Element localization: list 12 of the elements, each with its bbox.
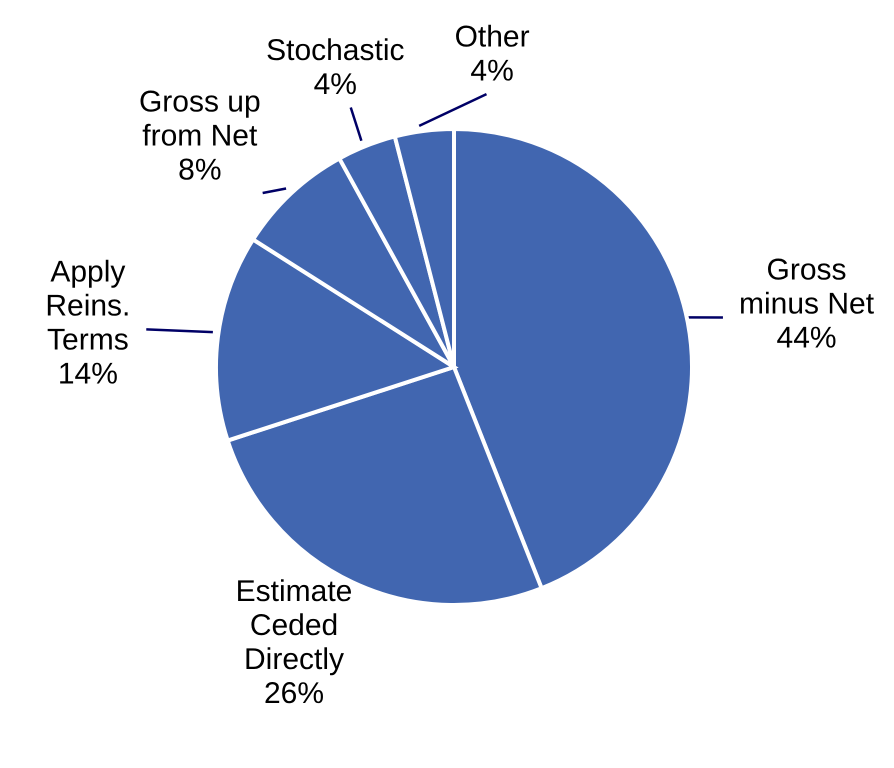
slice-label: Estimate Ceded Directly: [236, 574, 352, 676]
slice-label: Other: [454, 20, 530, 54]
slice-label: Stochastic: [266, 34, 405, 68]
data-label: 8%: [178, 154, 222, 187]
slice-label: Gross up from Net: [138, 86, 261, 153]
slice-label: Gross minus Net: [739, 253, 875, 320]
slice-label: Apply Reins. Terms: [45, 256, 130, 357]
data-label: 14%: [58, 358, 118, 391]
data-label: 4%: [314, 68, 357, 102]
data-label: 44%: [776, 321, 837, 354]
data-label: 26%: [264, 676, 324, 710]
data-label: 4%: [470, 54, 514, 88]
